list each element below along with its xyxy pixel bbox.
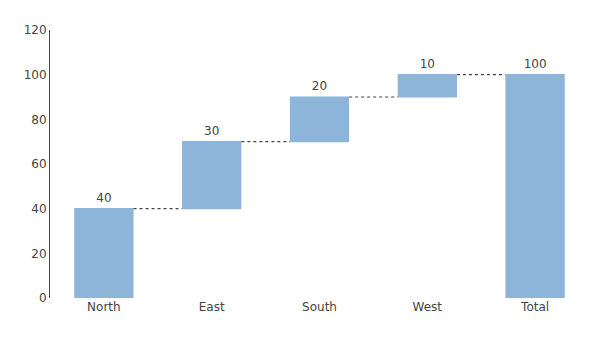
svg-text:10: 10: [420, 57, 435, 71]
svg-text:West: West: [413, 300, 443, 314]
svg-text:North: North: [87, 300, 121, 314]
svg-text:20: 20: [31, 247, 46, 261]
svg-text:East: East: [199, 300, 225, 314]
svg-text:30: 30: [204, 124, 219, 138]
svg-text:100: 100: [24, 68, 47, 82]
svg-text:South: South: [302, 300, 337, 314]
svg-text:20: 20: [312, 79, 327, 93]
svg-text:120: 120: [24, 23, 47, 37]
svg-text:40: 40: [96, 191, 111, 205]
svg-text:100: 100: [524, 57, 547, 71]
svg-text:60: 60: [31, 157, 46, 171]
svg-text:Total: Total: [520, 300, 549, 314]
svg-text:80: 80: [31, 113, 46, 127]
svg-text:0: 0: [39, 291, 47, 305]
svg-text:40: 40: [31, 202, 46, 216]
